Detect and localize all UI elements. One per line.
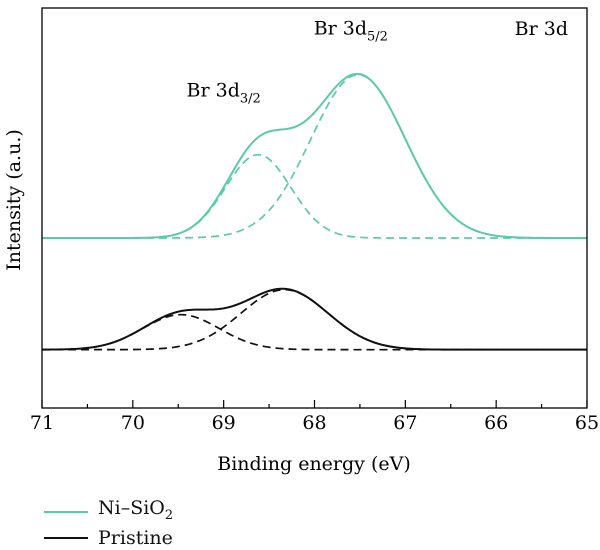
x-tick-label: 65 <box>575 412 599 434</box>
x-tick-label: 66 <box>484 412 508 434</box>
y-axis-label: Intensity (a.u.) <box>3 129 25 271</box>
pristine-envelope-line <box>41 287 587 351</box>
fit-component-line-5 <box>42 288 587 351</box>
peak-annotations: Br 3d3/2 Br 3d5/2 <box>187 18 388 107</box>
ni-sio-envelope-line <box>42 72 587 239</box>
legend-label: Ni–SiO2 <box>98 497 174 523</box>
fit-component-line-4 <box>41 313 587 351</box>
chart-title: Br 3d <box>515 18 568 40</box>
legend: Ni–SiO2 Pristine <box>44 497 244 550</box>
legend-swatch <box>44 511 88 513</box>
x-tick-label: 70 <box>121 412 145 434</box>
plot-frame <box>41 7 588 409</box>
peak-annotation-0: Br 3d3/2 <box>187 79 261 106</box>
x-axis-label: Binding energy (eV) <box>217 453 411 475</box>
x-tick-label: 69 <box>212 412 236 434</box>
x-tick-label: 67 <box>393 412 417 434</box>
fit-component-line-1 <box>42 153 587 239</box>
x-tick-label: 68 <box>302 412 326 434</box>
fit-component-line-2 <box>42 73 587 239</box>
legend-item-ni-sio2: Ni–SiO2 <box>44 497 173 523</box>
legend-swatch <box>44 537 88 539</box>
legend-item-pristine: Pristine <box>44 527 173 549</box>
peak-annotation-1: Br 3d5/2 <box>314 18 388 45</box>
x-tick-label: 71 <box>30 412 54 434</box>
x-axis-ticks: 71 70 69 68 67 66 65 <box>30 400 599 434</box>
legend-label: Pristine <box>98 527 173 549</box>
spectrum-curves <box>41 72 587 351</box>
